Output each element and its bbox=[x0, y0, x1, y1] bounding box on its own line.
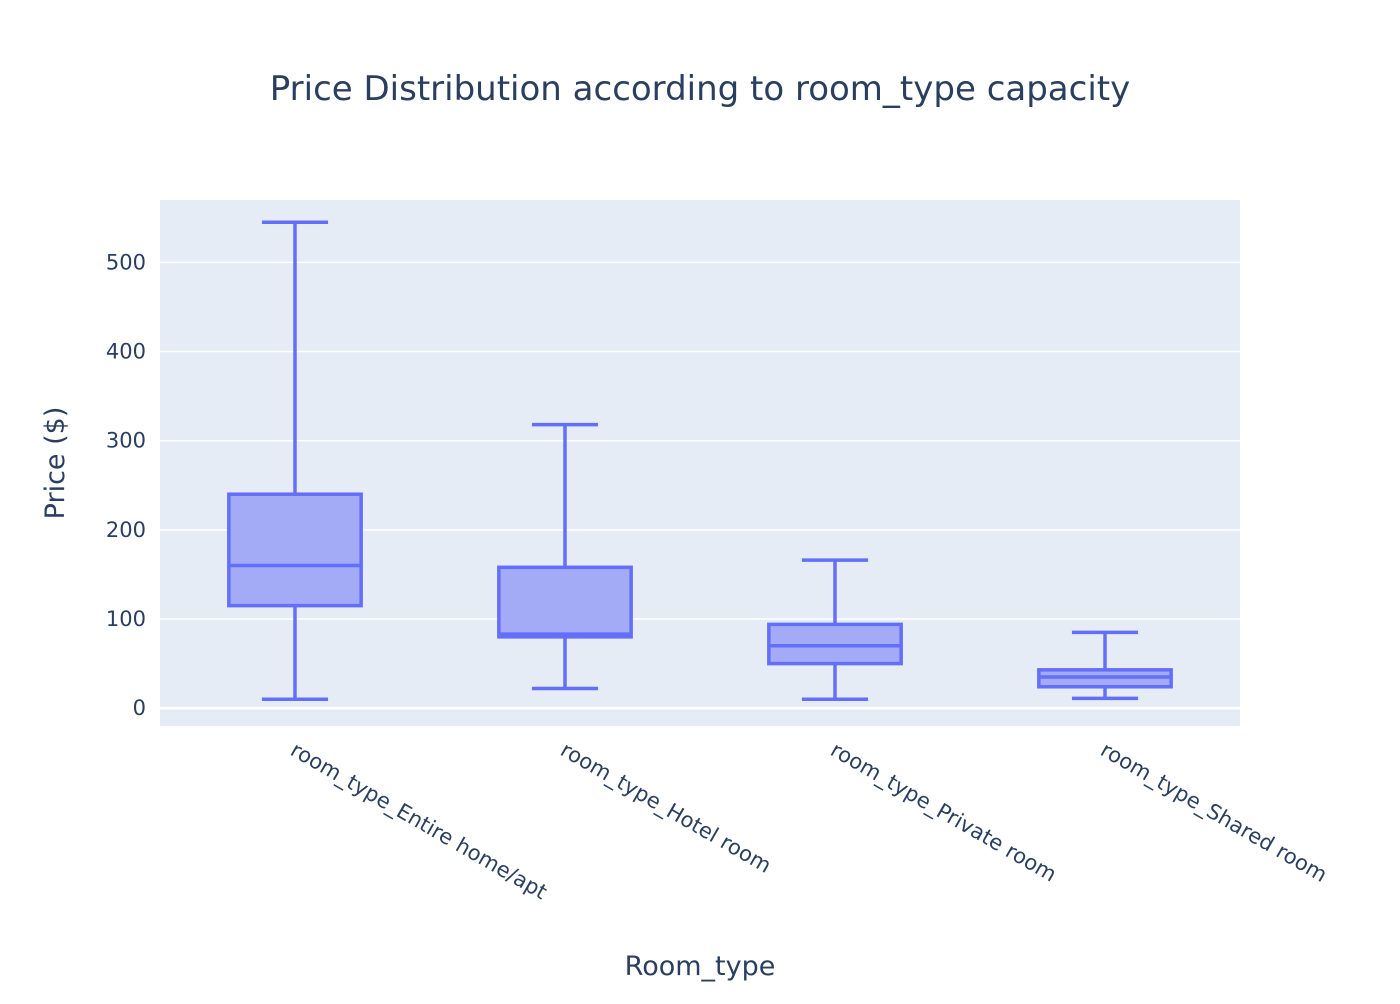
y-axis-title: Price ($) bbox=[40, 407, 71, 520]
box-group bbox=[227, 220, 363, 702]
x-tick-label: room_type_Shared room bbox=[1096, 738, 1331, 888]
x-axis-title: Room_type bbox=[625, 951, 776, 982]
box-body bbox=[497, 565, 633, 639]
y-tick-labels: 0 100 200 300 400 500 bbox=[106, 250, 146, 720]
y-tick-label: 0 bbox=[133, 696, 146, 720]
box-group bbox=[1037, 630, 1173, 701]
y-tick-label: 400 bbox=[106, 340, 146, 364]
box-group bbox=[767, 558, 903, 702]
x-tick-label: room_type_Hotel room bbox=[556, 738, 775, 879]
y-tick-label: 300 bbox=[106, 429, 146, 453]
x-tick-label: room_type_Entire home/apt bbox=[286, 738, 551, 906]
plot-background bbox=[160, 200, 1240, 726]
chart-title: Price Distribution according to room_typ… bbox=[270, 69, 1130, 109]
box-body bbox=[767, 622, 903, 666]
y-tick-label: 200 bbox=[106, 518, 146, 542]
x-tick-label: room_type_Private room bbox=[826, 738, 1061, 888]
y-tick-label: 100 bbox=[106, 607, 146, 631]
box-group bbox=[497, 422, 633, 691]
box-body bbox=[227, 492, 363, 608]
y-tick-label: 500 bbox=[106, 250, 146, 274]
x-tick-labels: room_type_Entire home/apt room_type_Hotel… bbox=[286, 738, 1331, 906]
boxes bbox=[227, 220, 1173, 702]
